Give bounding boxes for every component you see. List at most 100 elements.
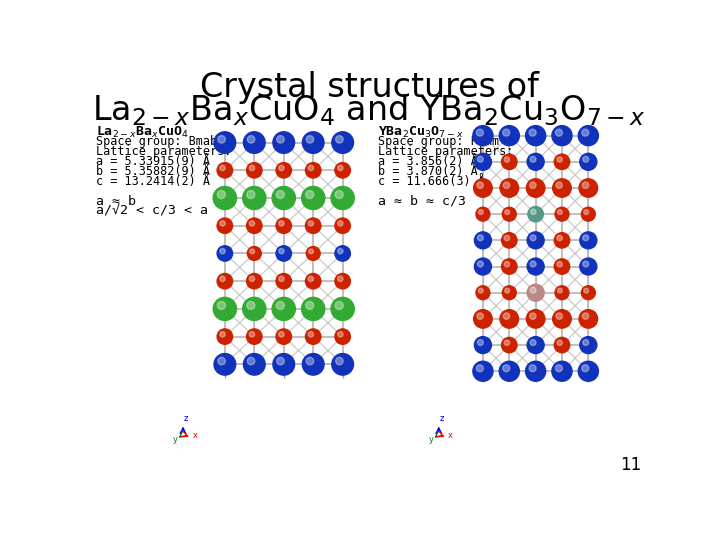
- Circle shape: [305, 163, 321, 178]
- Circle shape: [276, 163, 292, 178]
- Circle shape: [526, 361, 546, 381]
- Circle shape: [500, 179, 518, 197]
- Circle shape: [580, 232, 597, 249]
- Text: a/√2 < c/3 < a: a/√2 < c/3 < a: [96, 205, 208, 218]
- Text: a = 5.33915(9) Å: a = 5.33915(9) Å: [96, 155, 210, 168]
- Circle shape: [477, 235, 483, 241]
- Circle shape: [530, 287, 536, 293]
- Circle shape: [552, 361, 572, 381]
- Circle shape: [474, 258, 492, 275]
- Circle shape: [478, 210, 483, 214]
- Circle shape: [526, 179, 545, 197]
- Text: a = 3.856(2) Å: a = 3.856(2) Å: [378, 155, 478, 168]
- Circle shape: [273, 354, 294, 375]
- Circle shape: [530, 182, 536, 188]
- Text: Crystal structures of: Crystal structures of: [199, 71, 539, 104]
- Circle shape: [331, 298, 354, 320]
- Text: b = 3.870(2) Å: b = 3.870(2) Å: [378, 165, 478, 178]
- Circle shape: [276, 136, 284, 143]
- Text: a ≈ b: a ≈ b: [96, 195, 136, 208]
- Circle shape: [503, 313, 510, 319]
- Circle shape: [473, 126, 493, 146]
- Circle shape: [478, 288, 483, 293]
- Circle shape: [279, 221, 284, 226]
- Circle shape: [582, 182, 589, 188]
- Circle shape: [276, 246, 292, 261]
- Circle shape: [502, 338, 517, 353]
- Circle shape: [579, 179, 598, 197]
- Circle shape: [331, 186, 354, 210]
- Circle shape: [305, 273, 321, 289]
- Circle shape: [338, 248, 343, 254]
- Circle shape: [276, 301, 284, 309]
- Circle shape: [217, 246, 233, 261]
- Circle shape: [308, 221, 314, 226]
- Circle shape: [217, 218, 233, 233]
- Circle shape: [306, 357, 314, 365]
- Circle shape: [335, 246, 351, 261]
- Circle shape: [305, 329, 321, 345]
- Circle shape: [306, 136, 314, 143]
- Circle shape: [338, 332, 343, 337]
- Circle shape: [276, 329, 292, 345]
- Circle shape: [335, 273, 351, 289]
- Circle shape: [530, 156, 536, 162]
- Circle shape: [249, 276, 255, 281]
- Circle shape: [279, 332, 284, 337]
- Circle shape: [217, 136, 225, 143]
- Circle shape: [272, 186, 295, 210]
- Circle shape: [473, 361, 493, 381]
- Circle shape: [555, 364, 562, 372]
- Circle shape: [474, 179, 492, 197]
- Circle shape: [505, 210, 510, 214]
- Circle shape: [249, 165, 255, 171]
- Circle shape: [246, 273, 262, 289]
- Circle shape: [247, 136, 255, 143]
- Circle shape: [530, 340, 536, 346]
- Circle shape: [504, 261, 510, 267]
- Circle shape: [249, 332, 255, 337]
- Text: x: x: [192, 430, 197, 440]
- Circle shape: [306, 247, 320, 260]
- Text: y: y: [173, 435, 178, 444]
- Circle shape: [502, 154, 517, 170]
- Circle shape: [248, 247, 261, 260]
- Circle shape: [243, 298, 266, 320]
- Circle shape: [531, 209, 536, 214]
- Circle shape: [220, 276, 225, 281]
- Circle shape: [338, 221, 343, 226]
- Circle shape: [502, 233, 517, 248]
- Circle shape: [556, 182, 562, 188]
- Circle shape: [246, 329, 262, 345]
- Circle shape: [306, 191, 314, 199]
- Circle shape: [335, 218, 351, 233]
- Circle shape: [305, 218, 321, 233]
- Circle shape: [338, 165, 343, 171]
- Circle shape: [554, 259, 570, 274]
- Circle shape: [553, 179, 571, 197]
- Circle shape: [243, 186, 266, 210]
- Circle shape: [557, 261, 562, 267]
- Circle shape: [474, 336, 492, 354]
- Circle shape: [581, 207, 595, 221]
- Circle shape: [476, 286, 490, 300]
- Circle shape: [272, 298, 295, 320]
- Circle shape: [582, 364, 589, 372]
- Text: YBa$_2$Cu$_3$O$_{7-x}$: YBa$_2$Cu$_3$O$_{7-x}$: [378, 125, 464, 140]
- Text: z: z: [184, 414, 188, 423]
- Circle shape: [220, 248, 225, 254]
- Circle shape: [302, 354, 324, 375]
- Circle shape: [502, 259, 517, 274]
- Circle shape: [309, 249, 313, 254]
- Circle shape: [477, 261, 483, 267]
- Circle shape: [557, 340, 562, 346]
- Text: La$_{2-x}$Ba$_x$CuO$_4$ and YBa$_2$Cu$_3$O$_{7-x}$: La$_{2-x}$Ba$_x$CuO$_4$ and YBa$_2$Cu$_3…: [92, 92, 646, 128]
- Circle shape: [503, 207, 516, 221]
- Circle shape: [503, 182, 510, 188]
- Circle shape: [336, 357, 343, 365]
- Circle shape: [335, 301, 343, 309]
- Circle shape: [582, 129, 589, 136]
- Text: c = 13.2414(2) Å: c = 13.2414(2) Å: [96, 175, 210, 188]
- Text: Lattice parameters:: Lattice parameters:: [378, 145, 513, 158]
- Circle shape: [529, 129, 536, 136]
